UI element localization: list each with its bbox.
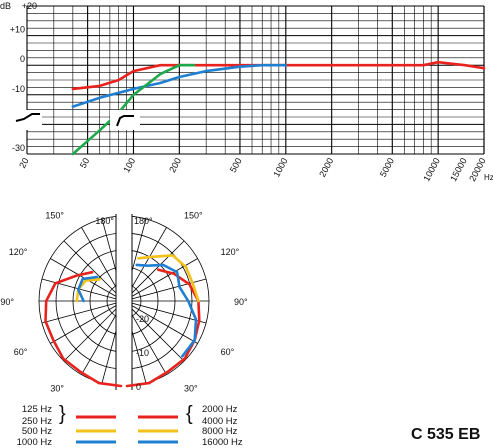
filter-symbol-right [110,110,140,130]
polar-angle-label-right: 30° [184,384,198,394]
polar-spoke [123,240,185,302]
x-tick-label: 200 [167,156,183,174]
x-unit-label: Hz [484,173,493,182]
filter-symbol-left [12,110,42,130]
polar-spoke [123,300,185,362]
polar-spoke [63,240,125,302]
y-tick-label: -30 [12,143,25,153]
polar-curve-right-5 [135,263,198,358]
polar-curve-left-1 [75,278,101,303]
x-tick-label: 5000 [378,156,396,178]
polar-spoke [123,300,198,344]
legend-brace-right: { [186,403,193,425]
x-tick-label: 15000 [448,156,469,183]
polar-db-label: 0 [136,382,141,392]
legend-label-right: 8000 Hz [202,426,238,437]
series-line-1 [71,63,288,108]
grid [26,5,485,155]
polar-db-label: -10 [136,348,149,358]
x-tick-label: 20 [17,156,31,170]
polar-angle-label-right: 120° [221,247,240,257]
legend-label-left: 1000 Hz [17,437,53,448]
polar-spoke [50,300,125,344]
x-tick-label: 1000 [271,156,289,178]
filter-curve [15,113,40,122]
polar-curve-right-4 [137,254,200,303]
polar-angle-label-right: 60° [221,347,235,357]
y-tick-label: -10 [12,84,25,94]
y-unit-label: dB [0,1,11,11]
x-tick-label: 10000 [421,156,442,183]
polar-angle-label-left: 120° [9,247,28,257]
polar-angle-label-left: 90° [0,297,14,307]
polar-spoke [63,300,125,362]
polar-angle-label-left: 180° [95,216,114,226]
y-tick-label: 0 [20,54,25,64]
x-tick-label: 2000 [317,156,335,178]
legend-label-left: 125 Hz [22,404,52,415]
legend-label-left: 500 Hz [22,426,52,437]
polar-angle-label-left: 150° [45,210,64,220]
polar-spoke [123,300,207,324]
y-tick-label: +10 [10,25,25,35]
polar-angle-label-left: 30° [50,384,64,394]
legend-label-right: 16000 Hz [202,437,243,448]
legend-label-left: 250 Hz [22,416,52,427]
legend-label-right: 2000 Hz [202,404,238,415]
polar-angle-label-right: 150° [184,210,203,220]
polar-db-label: -20 [136,314,149,324]
x-tick-label: 100 [121,156,137,174]
legend-brace-left: } [59,403,66,425]
x-tick-label: 50 [78,156,92,170]
polar-spoke [41,300,125,324]
polar-curve-left-2 [77,275,99,303]
polar-angle-label-left: 60° [14,347,28,357]
polar-angle-label-right: 180° [134,216,153,226]
y-tick-label: +20 [22,1,37,11]
filter-curve [116,115,134,127]
polar-curve-left-0 [44,270,123,388]
polar-angle-label-right: 90° [234,297,248,307]
model-name: C 535 EB [411,426,481,443]
series-line-2 [71,63,196,156]
series-line-0 [71,60,486,91]
x-tick-label: 500 [228,156,244,174]
legend-label-right: 4000 Hz [202,416,238,427]
polar-curve-right-3 [125,268,201,388]
polar-divider [116,214,132,390]
filter-box [110,110,140,130]
